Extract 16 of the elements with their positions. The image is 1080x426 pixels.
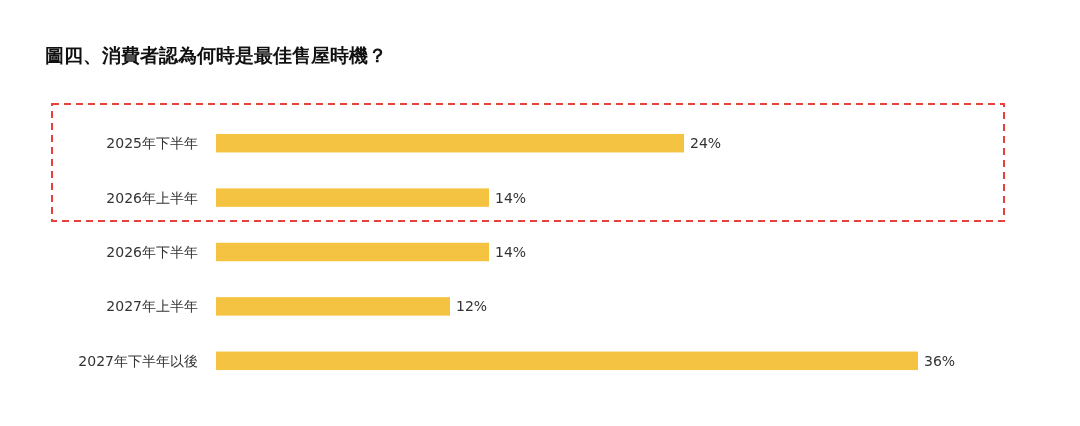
data-label: 24% (690, 135, 722, 152)
bar (216, 297, 450, 316)
y-tick-label: 2026年上半年 (106, 189, 198, 206)
bar (216, 133, 684, 153)
y-tick-label: 2026年下半年 (106, 243, 198, 260)
data-label: 14% (495, 189, 527, 206)
data-label: 36% (924, 352, 956, 369)
y-tick-label: 2027年下半年以後 (78, 352, 198, 369)
data-label: 12% (456, 298, 488, 315)
bar (216, 351, 918, 371)
bar (216, 242, 489, 262)
chart-title: 圖四、消費者認為何時是最佳售屋時機？ (45, 44, 387, 66)
bar (216, 188, 489, 207)
y-tick-label: 2027年上半年 (106, 298, 198, 315)
y-tick-label: 2025年下半年 (106, 135, 198, 152)
data-label: 14% (495, 243, 527, 260)
